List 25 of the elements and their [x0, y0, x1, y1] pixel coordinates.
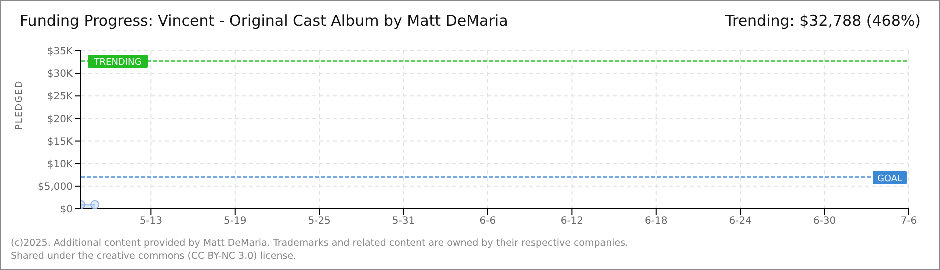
y-axis-title: PLEDGED [15, 80, 26, 130]
x-tick-label: 7-6 [900, 216, 918, 228]
x-tick-label: 6-24 [729, 216, 752, 228]
y-tick-label: $35K [47, 46, 74, 58]
ref-line-label: TRENDING [93, 58, 142, 68]
y-tick-label: $30K [47, 69, 74, 80]
ref-line-label: GOAL [877, 174, 903, 184]
y-tick-label: $20K [47, 114, 74, 126]
x-tick-label: 6-18 [645, 216, 668, 228]
x-tick-label: 5-13 [140, 216, 163, 228]
y-tick-label: $10K [47, 159, 74, 170]
y-tick-label: $0 [60, 204, 73, 216]
x-tick-label: 5-19 [224, 216, 247, 228]
y-tick-label: $25K [47, 92, 74, 103]
chart-title: Funding Progress: Vincent - Original Cast Album by Matt DeMaria [20, 12, 508, 30]
x-tick-label: 5-25 [308, 216, 331, 228]
text: Trending: $32,788 (468%) [726, 12, 921, 30]
text: Shared under the creative commons (CC BY-NC 3.0) license. [11, 250, 298, 263]
x-tick-label: 6-30 [813, 216, 836, 228]
y-tick-label: $15K [47, 136, 74, 148]
y-tick-label: $5,000 [38, 182, 73, 193]
x-tick-label: 6-6 [480, 216, 496, 228]
x-tick-label: 5-31 [392, 216, 416, 228]
x-tick-label: 6-12 [560, 216, 584, 228]
text: (c)2025. Additional content provided by Matt DeMaria. Trademarks and related content are owned by their respective companies. [11, 237, 629, 250]
